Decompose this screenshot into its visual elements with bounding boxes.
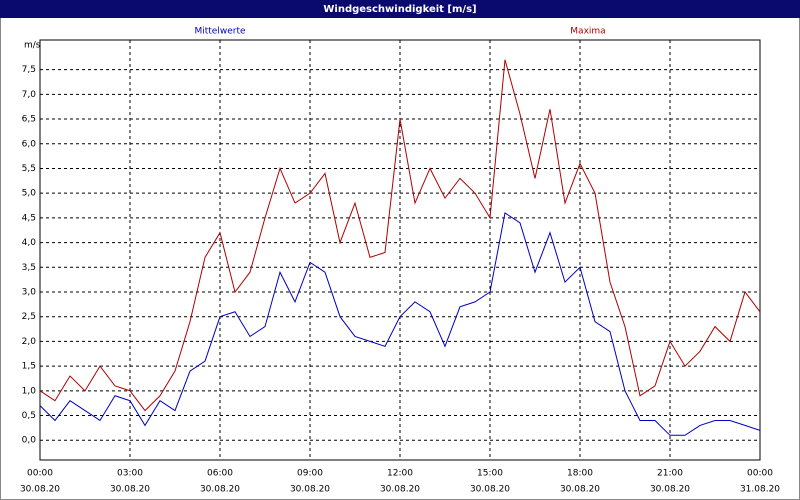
legend-label: Mittelwerte [194, 27, 245, 37]
chart-title: Windgeschwindigkeit [m/s] [323, 4, 476, 15]
x-tick-label: 15:00 [477, 469, 503, 479]
x-tick-date: 30.08.20 [470, 485, 510, 495]
y-tick-label: 0,5 [22, 411, 36, 421]
x-tick-label: 09:00 [297, 469, 323, 479]
series-line [39, 212, 761, 436]
y-tick-label: 6,0 [22, 139, 37, 149]
title-bar [0, 0, 800, 18]
x-tick-label: 00:00 [27, 469, 53, 479]
x-tick-date: 30.08.20 [200, 485, 240, 495]
y-tick-label: 1,0 [22, 386, 37, 396]
y-tick-label: 5,0 [22, 189, 37, 199]
y-unit: m/s [24, 41, 41, 51]
y-tick-label: 6,5 [22, 115, 36, 125]
y-tick-label: 2,5 [22, 312, 36, 322]
y-tick-label: 0,0 [22, 436, 37, 446]
y-tick-label: 2,0 [22, 337, 37, 347]
y-tick-label: 4,0 [22, 238, 37, 248]
x-tick-date: 30.08.20 [560, 485, 600, 495]
y-tick-label: 5,5 [22, 164, 36, 174]
x-tick-date: 30.08.20 [380, 485, 420, 495]
x-tick-date: 30.08.20 [110, 485, 150, 495]
x-tick-label: 06:00 [207, 469, 233, 479]
x-tick-date: 30.08.20 [290, 485, 330, 495]
x-tick-label: 21:00 [657, 469, 683, 479]
x-tick-label: 00:00 [747, 469, 773, 479]
y-tick-label: 1,5 [22, 362, 36, 372]
y-tick-label: 7,5 [22, 65, 36, 75]
x-tick-date: 30.08.20 [20, 485, 60, 495]
x-tick-label: 12:00 [387, 469, 413, 479]
series-line [39, 59, 761, 412]
x-tick-date: 31.08.20 [740, 485, 780, 495]
y-tick-label: 3,5 [22, 263, 36, 273]
legend-label: Maxima [570, 27, 605, 37]
x-tick-label: 18:00 [567, 469, 593, 479]
y-tick-label: 7,0 [22, 90, 37, 100]
y-tick-label: 4,5 [22, 213, 36, 223]
x-tick-date: 30.08.20 [650, 485, 690, 495]
x-tick-label: 03:00 [117, 469, 143, 479]
y-tick-label: 3,0 [22, 288, 37, 298]
